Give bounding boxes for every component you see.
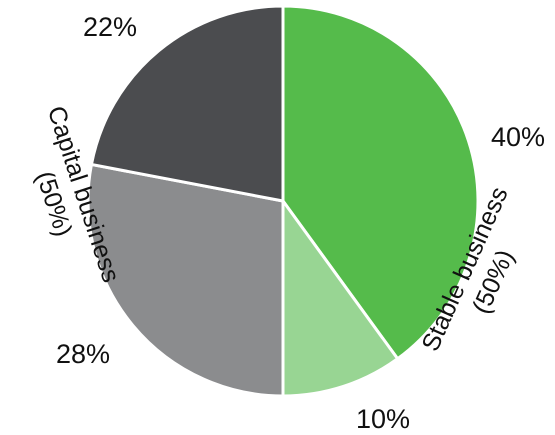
pie-slice-28 bbox=[86, 162, 285, 398]
slice-label-10: 10% bbox=[356, 404, 410, 434]
slice-label-40: 40% bbox=[491, 122, 545, 152]
slice-label-28: 28% bbox=[56, 339, 110, 369]
pie-slice-10 bbox=[281, 199, 400, 398]
slice-label-22: 22% bbox=[83, 12, 137, 42]
pie-slice-22 bbox=[89, 4, 285, 203]
pie-slice-40 bbox=[281, 4, 480, 361]
pie-slices bbox=[86, 4, 480, 398]
